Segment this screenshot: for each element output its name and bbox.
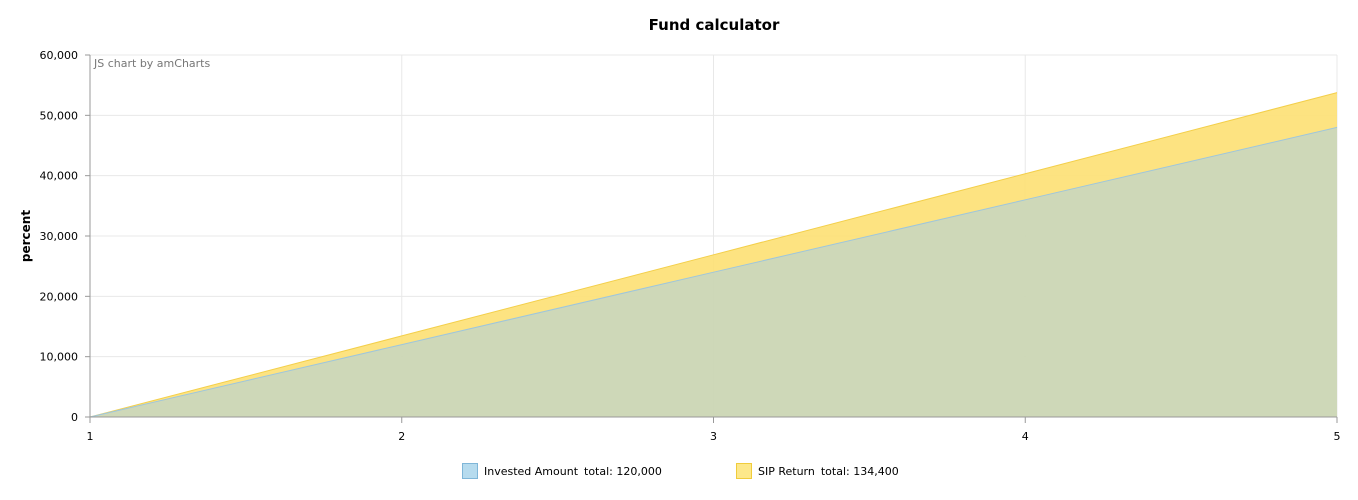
x-tick-label: 2 xyxy=(398,430,405,443)
x-tick-label: 1 xyxy=(87,430,94,443)
legend-label: SIP Return xyxy=(758,464,815,478)
y-tick-label: 30,000 xyxy=(40,230,79,243)
y-tick-label: 0 xyxy=(71,411,78,424)
legend-total: total: 120,000 xyxy=(584,464,662,478)
legend-total: total: 134,400 xyxy=(820,464,899,478)
legend-item-sip-return[interactable]: SIP Return total: 134,400 xyxy=(736,463,899,479)
axes: 0 10,000 20,000 30,000 40,000 50,000 60,000 1 2 3… xyxy=(40,49,1341,443)
y-axis-label: percent xyxy=(19,210,33,262)
y-tick-label: 60,000 xyxy=(40,49,79,62)
y-tick-label: 40,000 xyxy=(40,170,79,183)
x-tick-label: 5 xyxy=(1334,430,1341,443)
credit-label[interactable]: JS chart by amCharts xyxy=(93,57,210,70)
series-areas xyxy=(89,92,1338,418)
legend-swatch-sip-return xyxy=(736,463,752,479)
y-tick-label: 20,000 xyxy=(40,290,79,303)
y-tick-label: 50,000 xyxy=(40,109,79,122)
line-sip-return xyxy=(89,92,1338,418)
legend-swatch-invested-amount xyxy=(462,463,478,479)
legend-item-invested-amount[interactable]: Invested Amount total: 120,000 xyxy=(462,463,662,479)
legend: Invested Amount total: 120,000 SIP Retur… xyxy=(0,463,1358,485)
legend-label: Invested Amount xyxy=(484,464,579,478)
x-tick-label: 4 xyxy=(1022,430,1029,443)
line-invested-amount xyxy=(89,126,1338,418)
chart-title: Fund calculator xyxy=(648,16,780,34)
y-tick-label: 10,000 xyxy=(40,351,79,364)
x-tick-label: 3 xyxy=(710,430,717,443)
